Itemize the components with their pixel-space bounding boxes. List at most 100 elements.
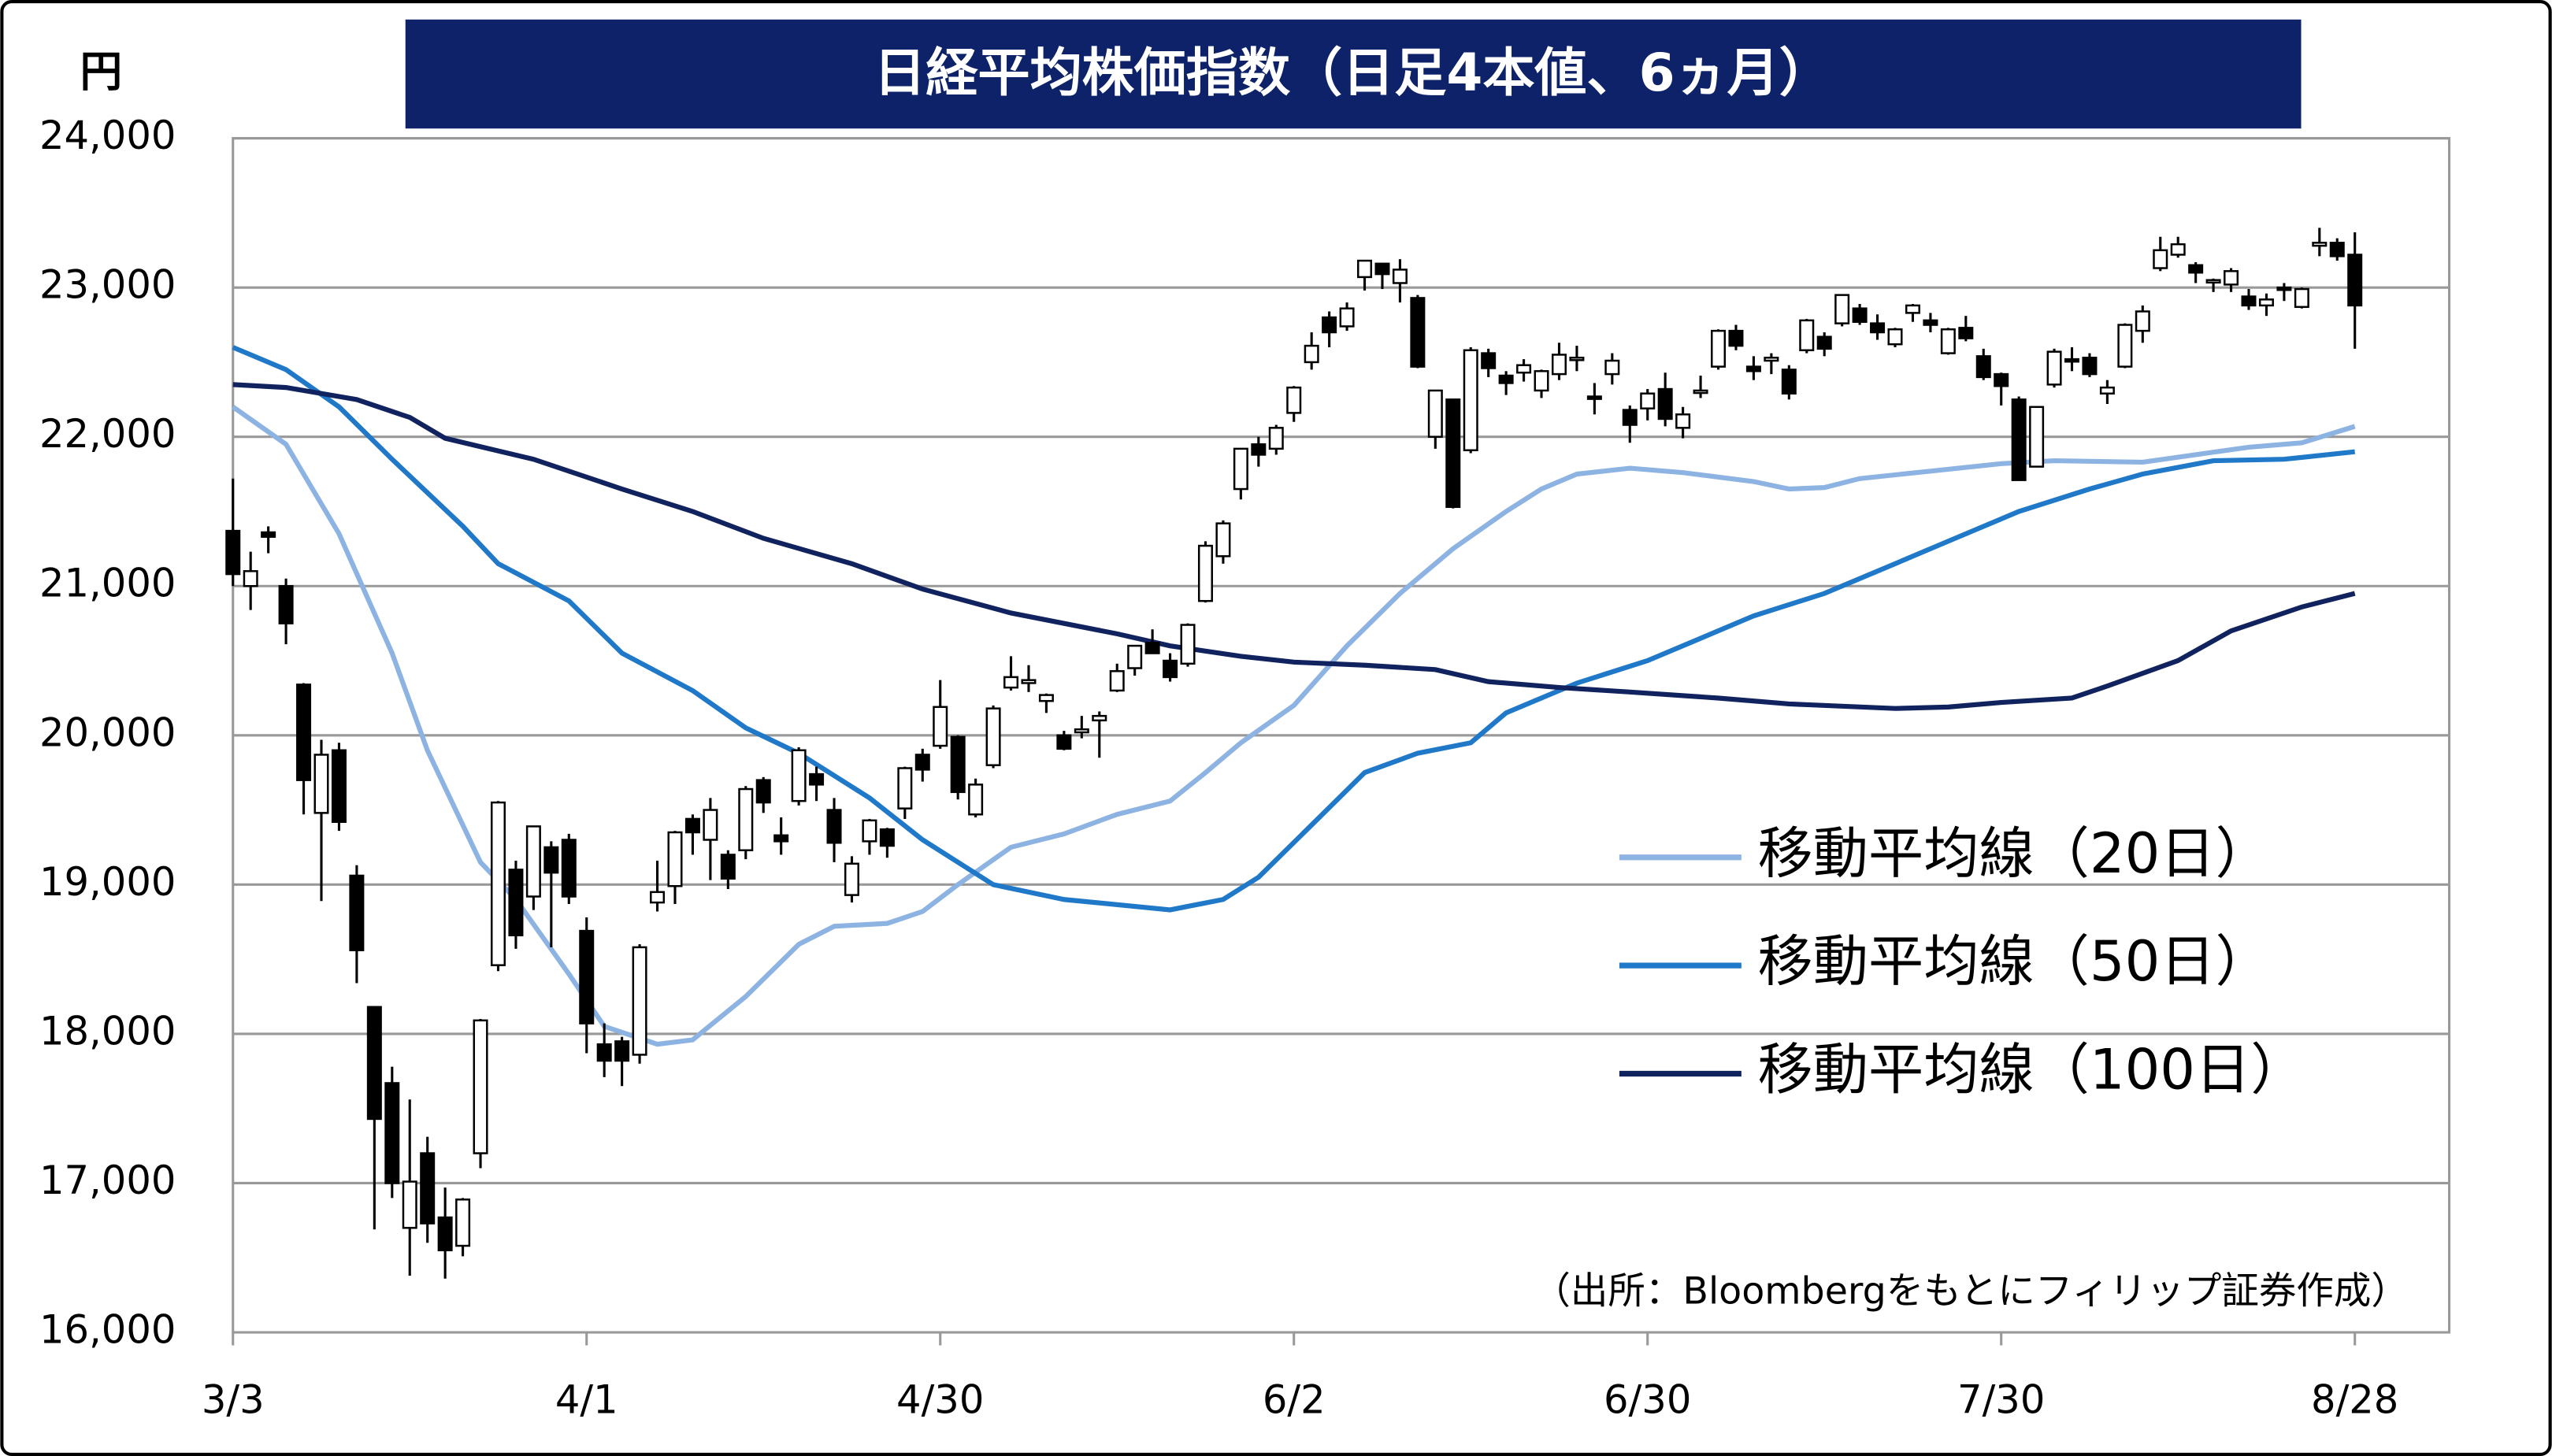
candle-body (1958, 327, 1974, 339)
candle-body (614, 1040, 630, 1062)
candle-body (2046, 350, 2062, 386)
candle-body (1127, 644, 1143, 669)
candle-body (1304, 344, 1319, 364)
candle-body (490, 801, 506, 966)
candle-body (1870, 322, 1886, 334)
candle-body (349, 874, 365, 951)
y-tick-label: 22,000 (39, 411, 176, 457)
candle-body (2170, 243, 2186, 256)
candle-body (950, 735, 966, 794)
candle-body (933, 706, 948, 747)
candle-body (650, 891, 666, 904)
title-box (405, 19, 2302, 129)
candle-body (1481, 352, 1497, 369)
candle-body (809, 772, 825, 786)
candle-body (738, 787, 754, 851)
x-tick-label: 7/30 (1957, 1376, 2045, 1422)
candle-body (2241, 295, 2257, 307)
candle-body (455, 1199, 471, 1247)
candle-body (1994, 372, 2009, 387)
candle-body (1799, 319, 1815, 352)
candle-body (2188, 264, 2204, 274)
candle-body (755, 779, 771, 804)
candle-body (1374, 262, 1390, 276)
candle-body (684, 817, 700, 834)
candle-body (525, 825, 541, 898)
moving-average-line (232, 382, 2356, 711)
candle-body (2312, 242, 2328, 247)
candle-body (2258, 298, 2274, 307)
candle-body (2082, 356, 2098, 376)
candle-body (1905, 304, 1920, 314)
y-tick-label: 17,000 (39, 1158, 176, 1203)
candle-body (596, 1043, 612, 1062)
y-tick-label: 19,000 (39, 859, 176, 905)
candle-body (561, 839, 577, 898)
y-tick-label: 23,000 (39, 262, 176, 308)
candle-body (1923, 319, 1938, 326)
candle-body (1215, 522, 1231, 558)
candle-body (1781, 369, 1797, 395)
candle-body (508, 869, 524, 937)
candle-body (1975, 355, 1991, 379)
candle-body (2347, 254, 2363, 307)
candle-body (1745, 365, 1761, 372)
moving-average-line (232, 345, 2356, 913)
chart-title: 日経平均株価指数（日足4本値、6ヵ月） (874, 43, 1831, 103)
candle-body (1622, 409, 1638, 426)
candle-body (261, 531, 276, 538)
candle-body (1163, 659, 1178, 679)
candle-body (826, 809, 842, 844)
legend-label: 移動平均線（50日） (1758, 929, 2271, 994)
moving-average-line (231, 405, 2356, 1047)
x-tick-label: 4/1 (555, 1376, 618, 1422)
candle-body (2276, 286, 2292, 291)
candle-body (720, 854, 736, 880)
candle-body (1604, 359, 1620, 376)
candle-body (2135, 310, 2150, 332)
candle-body (278, 585, 294, 624)
candle-body (1711, 329, 1727, 368)
legend-label: 移動平均線（100日） (1758, 1038, 2306, 1102)
source-note: （出所：Bloombergをもとにフィリップ証券作成） (1533, 1269, 2408, 1313)
y-tick-label: 21,000 (39, 561, 176, 606)
candle-body (1056, 734, 1072, 750)
candle-body (844, 862, 859, 896)
candle-body (366, 1006, 382, 1121)
candle-body (313, 754, 329, 814)
candle-body (1852, 307, 1868, 323)
candle-body (402, 1180, 417, 1229)
candle-body (1144, 642, 1160, 654)
candle-body (1003, 676, 1019, 689)
candle-body (384, 1082, 400, 1184)
candle-body (1427, 389, 1443, 438)
candle-body (1551, 354, 1567, 376)
candle-body (2029, 406, 2045, 468)
candle-body (243, 570, 258, 587)
candle-body (331, 749, 347, 823)
candle-body (1498, 374, 1514, 384)
candle-body (1640, 392, 1656, 409)
candle-body (2153, 249, 2168, 269)
y-tick-label: 24,000 (39, 113, 176, 158)
x-tick-label: 4/30 (896, 1376, 984, 1422)
candle-body (632, 946, 647, 1056)
candle-body (2205, 279, 2221, 284)
candle-body (2011, 398, 2027, 481)
candle-body (2064, 358, 2080, 363)
candle-body (1180, 624, 1196, 665)
candle-body (914, 754, 930, 771)
candle-body (1693, 389, 1708, 395)
candle-body (1816, 335, 1832, 350)
candle-body (1764, 356, 1779, 362)
candle-body (1286, 386, 1302, 414)
candle-body (225, 529, 241, 576)
candle-body (1940, 328, 1956, 354)
candle-body (703, 809, 718, 841)
y-tick-label: 20,000 (39, 709, 176, 755)
candle-body (985, 707, 1001, 766)
candle-body (2099, 386, 2115, 395)
x-tick-label: 6/2 (1263, 1376, 1326, 1422)
